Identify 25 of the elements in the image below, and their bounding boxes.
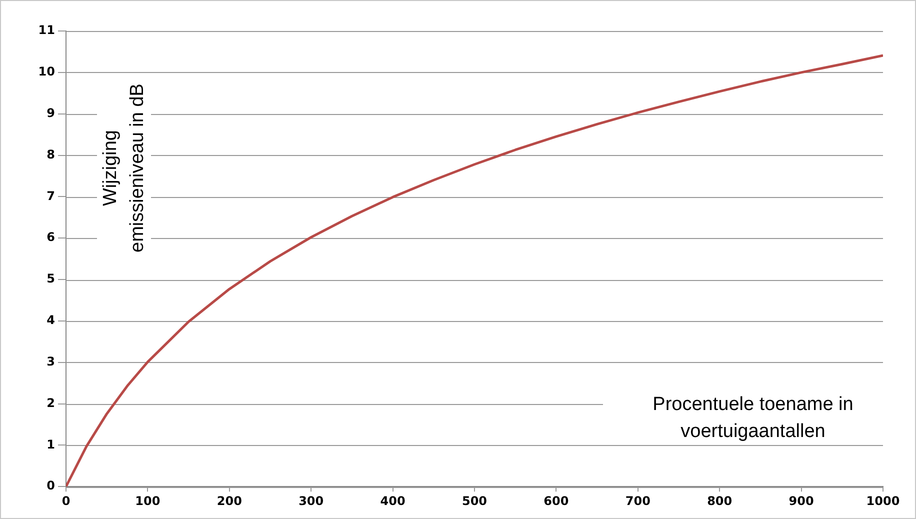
y-axis-title: Wijziging emissieniveau in dB xyxy=(99,82,149,254)
x-tick-label: 300 xyxy=(298,494,324,508)
y-tick-label: 2 xyxy=(46,396,55,410)
x-axis-title: Procentuele toename in voertuigaantallen xyxy=(652,393,854,444)
y-tick-label: 7 xyxy=(46,188,55,203)
x-tick-label: 100 xyxy=(135,494,160,508)
y-tick-label: 11 xyxy=(38,23,55,38)
y-tick-label: 3 xyxy=(46,354,55,368)
x-tick-label: 1000 xyxy=(866,494,900,508)
x-tick-label: 800 xyxy=(707,494,732,508)
y-tick-label: 5 xyxy=(46,272,55,286)
x-tick-label: 0 xyxy=(62,494,70,508)
y-tick-label: 9 xyxy=(46,106,55,120)
x-tick-label: 700 xyxy=(625,494,650,508)
x-tick-label: 500 xyxy=(462,494,488,508)
x-tick-label: 400 xyxy=(380,494,406,508)
y-tick-label: 4 xyxy=(46,313,55,328)
x-tick-label: 600 xyxy=(544,494,569,508)
y-tick-label: 0 xyxy=(46,478,55,493)
y-tick-label: 10 xyxy=(38,64,55,79)
y-tick-label: 1 xyxy=(46,437,55,452)
x-tick-label: 200 xyxy=(216,494,242,508)
x-tick-label: 900 xyxy=(788,494,814,508)
y-tick-label: 8 xyxy=(46,147,55,162)
y-tick-label: 6 xyxy=(46,230,55,244)
